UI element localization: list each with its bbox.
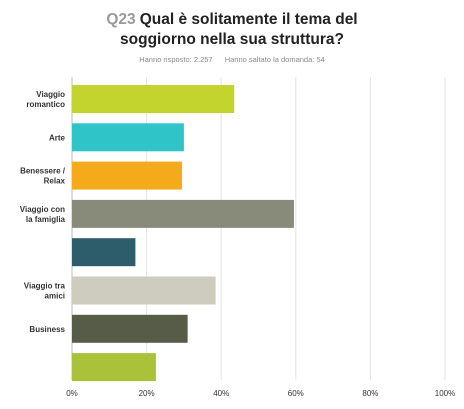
category-label: Viaggio con xyxy=(20,205,65,214)
question-number: Q23 xyxy=(106,11,136,28)
answered-count: Hanno risposto: 2.257 xyxy=(139,55,213,64)
category-label: Arte xyxy=(49,133,66,142)
category-label: Business xyxy=(29,325,65,334)
tick-label: 60% xyxy=(288,389,304,398)
tick-label: 80% xyxy=(362,389,378,398)
bar xyxy=(72,238,136,267)
bar xyxy=(72,276,216,305)
category-label: Benessere / xyxy=(20,167,66,176)
tick-label: 20% xyxy=(139,389,155,398)
category-label: Viaggio tra xyxy=(24,282,66,291)
bar xyxy=(72,314,188,343)
category-label: Relax xyxy=(44,177,66,186)
bar xyxy=(72,123,184,152)
bar xyxy=(72,161,183,190)
response-stats: Hanno risposto: 2.257 Hanno saltato la d… xyxy=(0,55,464,64)
chart-title: Q23 Qual è solitamente il tema del soggio… xyxy=(0,10,464,50)
bar xyxy=(72,353,156,382)
title-line-2: soggiorno nella sua struttura? xyxy=(120,31,344,48)
tick-label: 40% xyxy=(213,389,229,398)
tick-label: 100% xyxy=(435,389,455,398)
bar xyxy=(72,85,235,113)
category-label: romantico xyxy=(26,100,65,109)
category-label: amici xyxy=(45,292,65,301)
category-label: Viaggio xyxy=(36,90,65,99)
title-text-1: Qual è solitamente il tema del xyxy=(139,11,358,28)
bar xyxy=(72,199,294,228)
category-label: la famiglia xyxy=(26,215,66,224)
title-line-1: Q23 Qual è solitamente il tema del xyxy=(0,10,464,30)
skipped-count: Hanno saltato la domanda: 54 xyxy=(224,55,325,64)
tick-label: 0% xyxy=(66,389,78,398)
